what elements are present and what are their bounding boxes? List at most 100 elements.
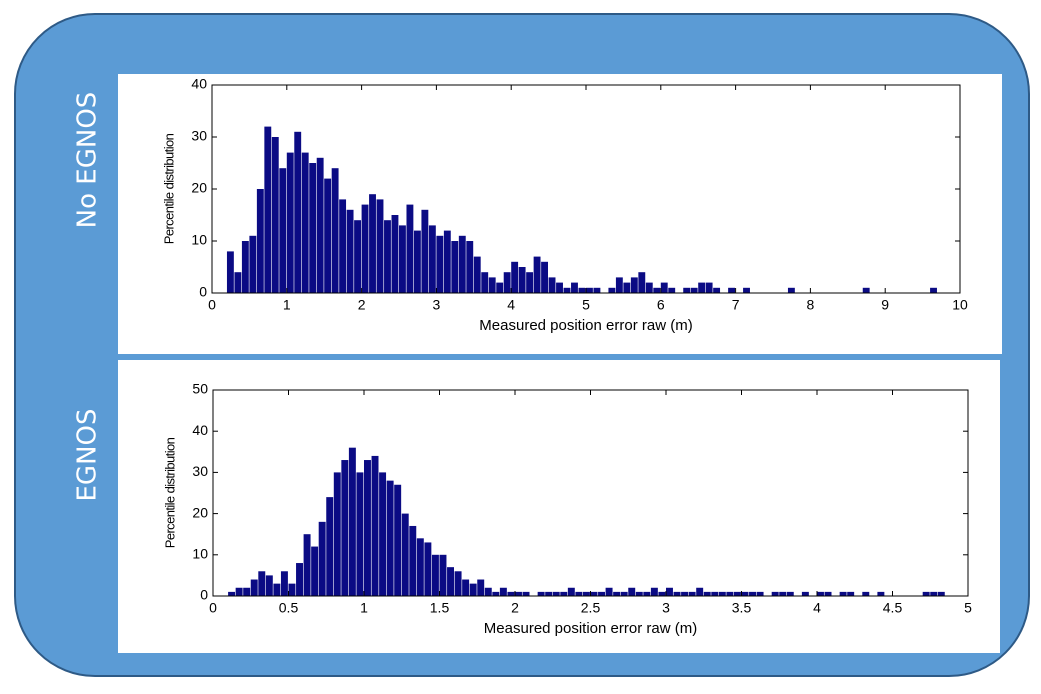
- x-tick-label: 8: [807, 297, 815, 313]
- bar: [545, 591, 553, 596]
- y-tick-label: 0: [200, 587, 208, 603]
- bar: [264, 126, 272, 293]
- y-tick-label: 10: [191, 232, 207, 248]
- x-tick-label: 4: [813, 600, 821, 616]
- x-tick-label: 5: [964, 600, 972, 616]
- bar: [705, 282, 713, 293]
- bar: [492, 591, 500, 596]
- bar: [541, 261, 548, 293]
- bar: [250, 579, 258, 596]
- bar: [681, 591, 689, 596]
- bar: [779, 591, 787, 596]
- bar: [522, 591, 530, 596]
- bar: [401, 513, 409, 596]
- bar: [563, 287, 571, 293]
- y-tick-label: 30: [192, 463, 208, 479]
- bar: [488, 277, 496, 293]
- bar: [668, 287, 676, 293]
- bar: [421, 209, 429, 293]
- bar: [473, 256, 481, 293]
- bar: [326, 497, 334, 596]
- bar: [294, 131, 302, 293]
- bar: [862, 287, 870, 293]
- bar: [688, 591, 696, 596]
- x-tick-label: 3: [433, 297, 441, 313]
- bar: [608, 287, 616, 293]
- bar: [628, 587, 636, 596]
- bar: [280, 571, 288, 596]
- bar: [567, 587, 575, 596]
- bar: [556, 282, 563, 293]
- bar: [279, 168, 287, 293]
- x-tick-label: 3: [662, 600, 670, 616]
- bar: [413, 230, 421, 293]
- y-tick-label: 0: [199, 284, 207, 300]
- bar: [635, 591, 643, 596]
- x-tick-label: 4: [507, 297, 515, 313]
- bar: [623, 282, 631, 293]
- bar: [496, 282, 504, 293]
- bar: [341, 460, 349, 596]
- bar: [605, 587, 613, 596]
- bar: [406, 204, 414, 293]
- bar: [733, 591, 741, 596]
- bar: [458, 235, 466, 293]
- bar: [578, 287, 586, 293]
- x-tick-label: 7: [732, 297, 740, 313]
- bar: [582, 591, 590, 596]
- bar: [228, 591, 236, 596]
- bar: [301, 152, 309, 293]
- bar: [481, 272, 489, 293]
- bar: [454, 571, 462, 596]
- bar: [537, 591, 545, 596]
- bar: [265, 575, 273, 596]
- bar: [348, 447, 356, 596]
- bar: [369, 194, 376, 293]
- bar: [817, 591, 824, 596]
- x-tick-label: 5: [582, 297, 590, 313]
- bar: [436, 235, 444, 293]
- bar: [862, 591, 870, 596]
- bar: [391, 215, 399, 293]
- x-axis-label: Measured position error raw (m): [479, 317, 692, 334]
- bar: [533, 256, 541, 293]
- bar: [666, 587, 673, 596]
- bar: [593, 287, 601, 293]
- bar: [447, 567, 454, 596]
- bar: [316, 157, 324, 293]
- bar: [499, 587, 507, 596]
- bar: [824, 591, 832, 596]
- bar: [673, 591, 681, 596]
- bar: [286, 152, 294, 293]
- bar: [384, 220, 391, 293]
- bar: [548, 277, 556, 293]
- bar: [376, 199, 384, 293]
- y-tick-label: 20: [192, 504, 208, 520]
- x-tick-label: 0: [208, 297, 216, 313]
- bar: [560, 591, 568, 596]
- bar: [650, 587, 658, 596]
- y-tick-label: 50: [192, 381, 208, 397]
- x-tick-label: 3.5: [732, 600, 752, 616]
- bar: [613, 591, 621, 596]
- bar: [311, 546, 319, 596]
- x-tick-label: 0.5: [279, 600, 299, 616]
- bar: [741, 591, 749, 596]
- bar: [439, 554, 447, 596]
- y-axis-label: Percentile distribution: [162, 437, 177, 548]
- y-axis-label: Percentile distribution: [161, 133, 176, 244]
- bar: [615, 277, 623, 293]
- y-tick-label: 40: [192, 422, 208, 438]
- bar: [756, 591, 764, 596]
- bar: [451, 241, 459, 293]
- bar: [586, 287, 593, 293]
- bar: [703, 591, 711, 596]
- bar: [937, 591, 945, 596]
- bar: [511, 261, 519, 293]
- bar: [416, 538, 424, 596]
- bar: [877, 591, 885, 596]
- bar: [364, 460, 371, 596]
- bar: [801, 591, 809, 596]
- bar: [839, 591, 847, 596]
